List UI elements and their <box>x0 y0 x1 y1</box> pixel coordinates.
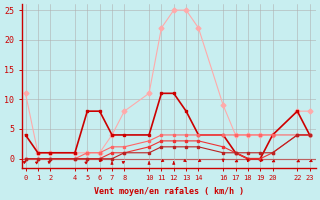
X-axis label: Vent moyen/en rafales ( km/h ): Vent moyen/en rafales ( km/h ) <box>94 187 244 196</box>
